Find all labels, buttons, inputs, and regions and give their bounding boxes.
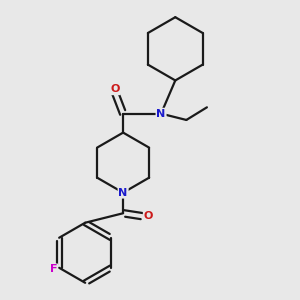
Text: F: F xyxy=(50,264,57,274)
Text: O: O xyxy=(144,212,153,221)
Text: N: N xyxy=(156,109,166,118)
Text: O: O xyxy=(110,84,120,94)
Text: N: N xyxy=(118,188,128,198)
